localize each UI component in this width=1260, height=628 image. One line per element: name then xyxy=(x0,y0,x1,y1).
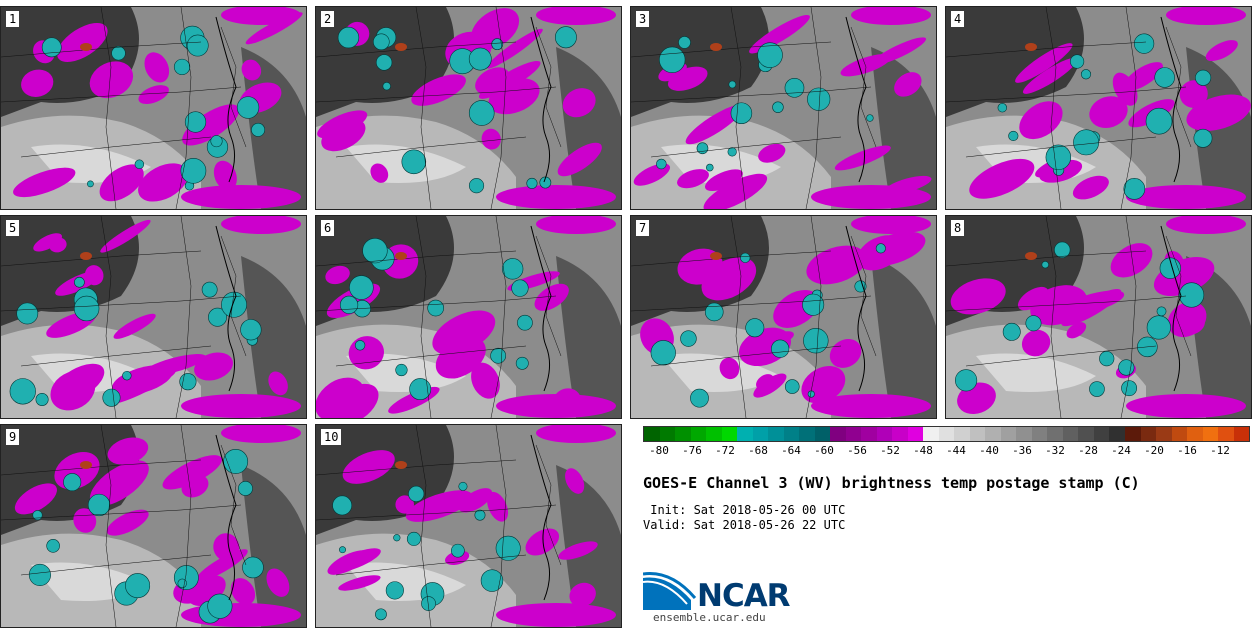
colorbar-tick-label: -24 xyxy=(1111,444,1131,457)
colorbar-tick-label: -72 xyxy=(715,444,735,457)
ncar-logo-text: NCAR xyxy=(697,578,791,614)
colorbar-tick-label: -48 xyxy=(913,444,933,457)
colorbar-swatch xyxy=(830,427,846,441)
colorbar-tick-label: -12 xyxy=(1210,444,1230,457)
colorbar-tick-label: -32 xyxy=(1045,444,1065,457)
colorbar-swatch xyxy=(690,427,707,441)
colorbar-swatch xyxy=(1047,427,1063,441)
panel-number: 5 xyxy=(6,220,20,236)
colorbar-tick-label: -36 xyxy=(1012,444,1032,457)
chart-title: GOES-E Channel 3 (WV) brightness temp po… xyxy=(643,474,1140,492)
panel-number: 3 xyxy=(636,11,650,27)
colorbar-swatch xyxy=(659,427,676,441)
map-panel-8: 8 xyxy=(945,215,1252,419)
colorbar-swatch xyxy=(876,427,893,441)
panel-number: 7 xyxy=(636,220,650,236)
colorbar-swatch xyxy=(644,427,660,441)
colorbar-swatch xyxy=(1031,427,1048,441)
wv-map xyxy=(316,7,621,209)
map-panel-2: 2 xyxy=(315,6,622,210)
colorbar-swatch xyxy=(814,427,831,441)
ncar-logo-icon xyxy=(643,572,697,610)
colorbar-swatch xyxy=(1124,427,1141,441)
colorbar-swatch xyxy=(768,427,784,441)
logo-url: ensemble.ucar.edu xyxy=(653,611,766,624)
wv-map xyxy=(1,7,306,209)
panel-number: 10 xyxy=(321,429,342,445)
panel-number: 6 xyxy=(321,220,335,236)
colorbar-swatch xyxy=(1218,427,1234,441)
colorbar-tick-label: -64 xyxy=(781,444,801,457)
colorbar-tick-label: -52 xyxy=(880,444,900,457)
colorbar-swatch xyxy=(892,427,908,441)
colorbar-swatch xyxy=(752,427,769,441)
colorbar-swatch xyxy=(938,427,955,441)
colorbar-swatch xyxy=(799,427,815,441)
colorbar-tick-label: -80 xyxy=(649,444,669,457)
panel-number: 1 xyxy=(6,11,20,27)
colorbar-swatch xyxy=(861,427,877,441)
map-panel-6: 6 xyxy=(315,215,622,419)
colorbar-swatch xyxy=(923,427,939,441)
wv-map xyxy=(631,7,936,209)
map-panel-4: 4 xyxy=(945,6,1252,210)
map-panel-9: 9 xyxy=(0,424,307,628)
colorbar-swatch xyxy=(1093,427,1110,441)
colorbar-tick-label: -40 xyxy=(979,444,999,457)
colorbar-swatch xyxy=(1156,427,1172,441)
colorbar-swatch xyxy=(1140,427,1157,441)
colorbar-swatch xyxy=(969,427,986,441)
valid-time: Valid: Sat 2018-05-26 22 UTC xyxy=(643,518,846,532)
wv-map xyxy=(316,425,621,627)
colorbar-swatch xyxy=(1062,427,1079,441)
colorbar-swatch xyxy=(783,427,800,441)
map-panel-3: 3 xyxy=(630,6,937,210)
colorbar-swatch xyxy=(706,427,722,441)
colorbar-swatch xyxy=(985,427,1001,441)
panel-number: 9 xyxy=(6,429,20,445)
colorbar-tick-label: -44 xyxy=(946,444,966,457)
wv-map xyxy=(1,425,306,627)
colorbar-swatch xyxy=(1109,427,1125,441)
colorbar-tick-label: -60 xyxy=(814,444,834,457)
colorbar-swatch xyxy=(1016,427,1032,441)
map-panel-10: 10 xyxy=(315,424,622,628)
colorbar-swatch xyxy=(1171,427,1188,441)
panel-number: 2 xyxy=(321,11,335,27)
colorbar-swatch xyxy=(737,427,753,441)
colorbar-swatch xyxy=(1187,427,1203,441)
colorbar-swatch xyxy=(1233,427,1250,441)
map-panel-7: 7 xyxy=(630,215,937,419)
colorbar-tick-label: -28 xyxy=(1078,444,1098,457)
wv-map xyxy=(946,216,1251,418)
panel-number: 4 xyxy=(951,11,965,27)
colorbar-tick-label: -76 xyxy=(682,444,702,457)
colorbar-tick-label: -20 xyxy=(1144,444,1164,457)
colorbar-swatch xyxy=(1202,427,1219,441)
map-panel-5: 5 xyxy=(0,215,307,419)
wv-map xyxy=(1,216,306,418)
colorbar-tick-label: -16 xyxy=(1177,444,1197,457)
colorbar-swatch xyxy=(845,427,862,441)
colorbar-tick-label: -68 xyxy=(748,444,768,457)
colorbar xyxy=(643,426,1250,442)
colorbar-ticks: -80 -76 -72 -68 -64 -60 -56 -52 -48 -44 -40 -36 -32-… xyxy=(643,444,1248,460)
colorbar-swatch xyxy=(1078,427,1094,441)
colorbar-swatch xyxy=(1000,427,1017,441)
colorbar-tick-label: -56 xyxy=(847,444,867,457)
colorbar-swatch xyxy=(721,427,738,441)
wv-map xyxy=(946,7,1251,209)
init-time: Init: Sat 2018-05-26 00 UTC xyxy=(643,503,846,517)
colorbar-swatch xyxy=(907,427,924,441)
wv-map xyxy=(631,216,936,418)
map-panel-1: 1 xyxy=(0,6,307,210)
colorbar-swatch xyxy=(954,427,970,441)
colorbar-swatch xyxy=(675,427,691,441)
panel-number: 8 xyxy=(951,220,965,236)
wv-map xyxy=(316,216,621,418)
